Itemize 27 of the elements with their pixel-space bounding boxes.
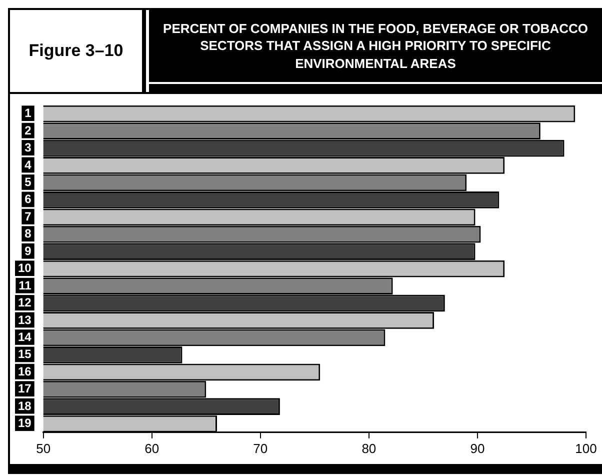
x-tick-label: 90 — [470, 440, 485, 456]
y-tick-label: 14 — [18, 330, 32, 344]
x-tick-label: 80 — [362, 440, 376, 456]
y-tick-label: 13 — [18, 312, 32, 327]
y-tick-label: 5 — [24, 175, 32, 190]
y-tick-label: 3 — [24, 140, 32, 155]
y-tick-label: 18 — [18, 398, 32, 413]
y-tick-label: 7 — [24, 209, 32, 224]
x-tick-label: 100 — [575, 440, 597, 456]
y-tick-label: 17 — [18, 382, 32, 396]
y-tick-label: 9 — [24, 244, 32, 258]
y-tick-label: 1 — [24, 106, 32, 120]
y-tick-label: 12 — [18, 296, 32, 310]
y-tick-label: 10 — [18, 261, 32, 276]
y-tick-label: 16 — [18, 364, 32, 378]
y-tick-label: 6 — [24, 192, 32, 206]
x-tick-label: 50 — [36, 440, 51, 456]
caption: Figure 3–10 — [10, 10, 146, 92]
chart-title: PERCENT OF COMPANIES IN THE FOOD, BEVERAGE OR TOBACCO SECTORS THAT ASSIGN A HIGH PRIORITY TO SPECIFIC ENVIRONMENTAL AREAS — [149, 10, 602, 82]
y-tick-label: 15 — [18, 347, 32, 362]
y-tick-label: 4 — [24, 158, 32, 172]
y-tick-label: 2 — [24, 123, 32, 138]
x-tick-label: 70 — [253, 440, 268, 456]
y-tick-label: 8 — [24, 226, 32, 241]
y-tick-label: 11 — [18, 278, 32, 292]
y-tick-label: 19 — [18, 416, 32, 430]
x-tick-label: 60 — [144, 440, 160, 456]
